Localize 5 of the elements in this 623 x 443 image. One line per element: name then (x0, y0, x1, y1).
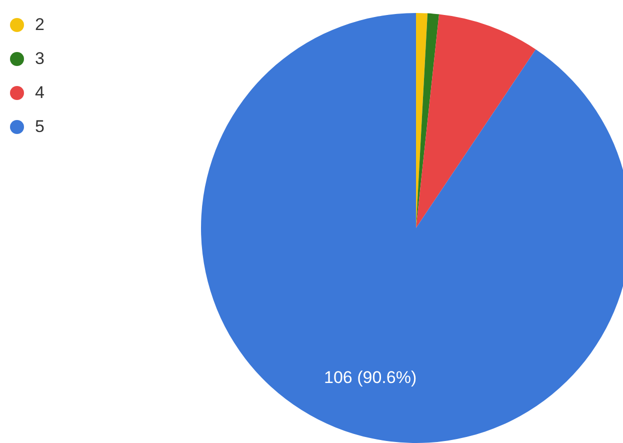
legend-label: 5 (35, 117, 44, 137)
legend-label: 4 (35, 83, 44, 103)
legend-label: 2 (35, 15, 44, 35)
data-label: 106 (90.6%) (324, 368, 417, 387)
legend-label: 3 (35, 49, 44, 69)
